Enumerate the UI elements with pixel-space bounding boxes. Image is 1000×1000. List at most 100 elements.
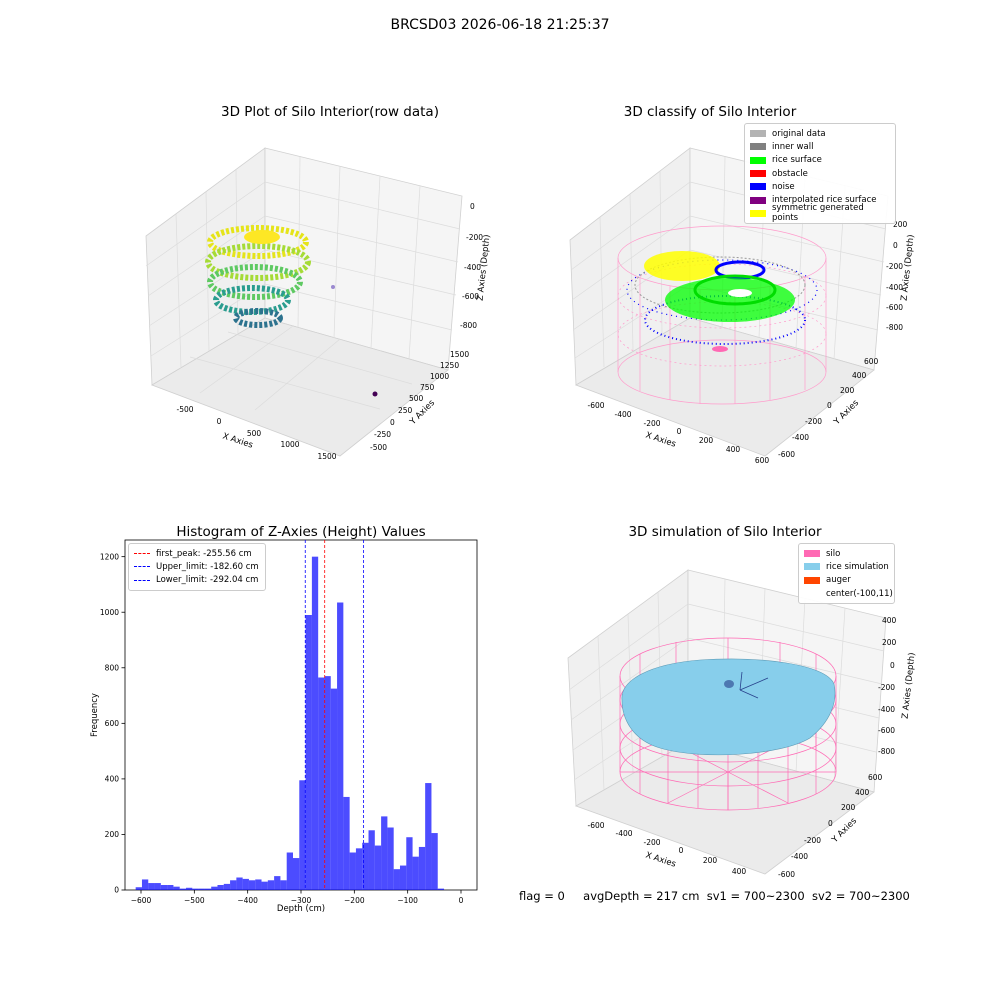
y-tick: -600 [778, 450, 795, 459]
histogram-bar [406, 837, 413, 890]
legend-item: auger [804, 574, 889, 587]
z-tick: 400 [882, 616, 897, 625]
y-tick: 600 [864, 357, 879, 366]
histogram-bar [154, 883, 161, 890]
z-tick: 200 [882, 638, 897, 647]
histogram-bar [267, 880, 275, 890]
histogram-bar [425, 783, 432, 890]
legend-item: rice simulation [804, 560, 889, 573]
histogram-bar [135, 887, 142, 890]
histogram-bar [324, 676, 331, 890]
histogram-bar [399, 865, 407, 890]
legend-label: Upper_limit: -182.60 cm [156, 561, 259, 572]
legend-label: inner wall [772, 141, 814, 152]
legend-label: silo [826, 548, 841, 559]
legend-label: rice simulation [826, 561, 889, 572]
legend-item: interpolated rice surface [750, 193, 890, 206]
x-tick: -600 [587, 821, 604, 830]
classify3d-legend: original data inner wall rice surface ob… [744, 123, 896, 225]
histogram-bar [418, 846, 426, 890]
y-tick-label: 200 [105, 830, 120, 839]
x-tick: -500 [176, 405, 193, 414]
histogram-bar [179, 888, 187, 890]
sv2-text: sv2 = 700~2300 [811, 889, 910, 903]
x-tick: 0 [679, 846, 684, 855]
z-tick: -200 [886, 262, 903, 271]
histogram-bar [248, 880, 256, 890]
x-tick-label: 0 [459, 896, 464, 905]
raw3d-x-ticks: -500 0 500 1000 1500 [176, 405, 336, 461]
raw3d-z-label: Z Axies (Depth) [476, 234, 493, 301]
x-tick: 200 [703, 856, 718, 865]
simulation3d-x-label: X Axies [644, 850, 677, 869]
histogram-bar [374, 845, 382, 890]
legend-swatch [804, 590, 820, 597]
x-tick: 400 [726, 445, 741, 454]
legend-item: first_peak: -255.56 cm [134, 547, 260, 560]
legend-swatch [750, 170, 766, 178]
y-tick: -250 [374, 430, 391, 439]
y-tick: 0 [827, 401, 832, 410]
histogram-x-ticks: −600 −500 −400 −300 −200 −100 0 [131, 890, 464, 905]
legend-swatch [750, 209, 766, 217]
legend-swatch [750, 196, 766, 204]
x-tick: -400 [614, 410, 631, 419]
y-tick: 200 [840, 386, 855, 395]
simulation3d-legend: silo rice simulation auger center(-100,1… [798, 543, 895, 605]
legend-label: rice surface [772, 155, 822, 166]
legend-swatch [750, 130, 766, 138]
legend-item: noise [750, 180, 890, 193]
y-tick: 200 [841, 803, 856, 812]
simulation3d-z-ticks: 400 200 0 -200 -400 -600 -800 [878, 616, 897, 756]
histogram-bar [280, 880, 287, 890]
raw3d-y-ticks: -500 -250 0 250 500 750 1000 1250 1500 [370, 350, 469, 452]
z-tick: 0 [470, 202, 475, 211]
histogram-bars [135, 556, 445, 890]
z-tick: -400 [464, 263, 481, 272]
legend-label: auger [826, 575, 851, 586]
histogram-chart: −600 −500 −400 −300 −200 −100 0 0 200 400 600 800 1… [90, 539, 478, 914]
y-tick: 400 [855, 788, 870, 797]
x-tick: 1500 [317, 452, 336, 461]
y-tick: 750 [420, 383, 435, 392]
legend-item: silo [804, 547, 889, 560]
histogram-y-ticks: 0 200 400 600 800 1000 1200 [100, 552, 125, 895]
classify3d-plot: -600 -400 -200 0 200 400 600 X Axies -60… [569, 147, 917, 465]
legend-item: center(-100,11) [804, 587, 893, 600]
y-tick: -400 [792, 433, 809, 442]
z-tick: -200 [466, 233, 483, 242]
y-tick: 0 [390, 418, 395, 427]
simulation3d-title: 3D simulation of Silo Interior [628, 524, 822, 540]
histogram-bar [381, 816, 388, 890]
classify3d-z-label: Z Axies (Depth) [900, 234, 917, 301]
legend-line [134, 566, 150, 568]
y-tick: -400 [791, 852, 808, 861]
legend-item: symmetric generated points [750, 203, 890, 223]
x-tick: -400 [615, 829, 632, 838]
legend-item: obstacle [750, 167, 890, 180]
y-tick: 1000 [430, 372, 449, 381]
histogram-bar [255, 879, 262, 890]
y-tick: -200 [804, 836, 821, 845]
x-tick-label: −300 [291, 896, 312, 905]
histogram-bar [204, 888, 212, 890]
avg-depth-text: avgDepth = 217 cm [583, 889, 700, 903]
histogram-bar [173, 886, 180, 890]
histogram-bar [192, 888, 199, 890]
legend-label: center(-100,11) [826, 588, 893, 599]
histogram-bar [293, 858, 300, 890]
histogram-bar [198, 888, 205, 890]
x-tick: -200 [643, 838, 660, 847]
simulation3d-x-ticks: -600 -400 -200 0 200 400 [587, 821, 746, 876]
legend-swatch [750, 143, 766, 151]
histogram-bar [311, 556, 319, 890]
histogram-bar [330, 688, 338, 890]
x-tick: -600 [587, 401, 604, 410]
legend-swatch [804, 563, 820, 571]
simulation3d-rice-surface [621, 658, 836, 756]
histogram-bar [274, 876, 281, 890]
histogram-bar [242, 878, 249, 890]
sv1-text: sv1 = 700~2300 [706, 889, 805, 903]
classify3d-y-label: Y Axies [831, 398, 861, 428]
histogram-bar [387, 827, 394, 890]
